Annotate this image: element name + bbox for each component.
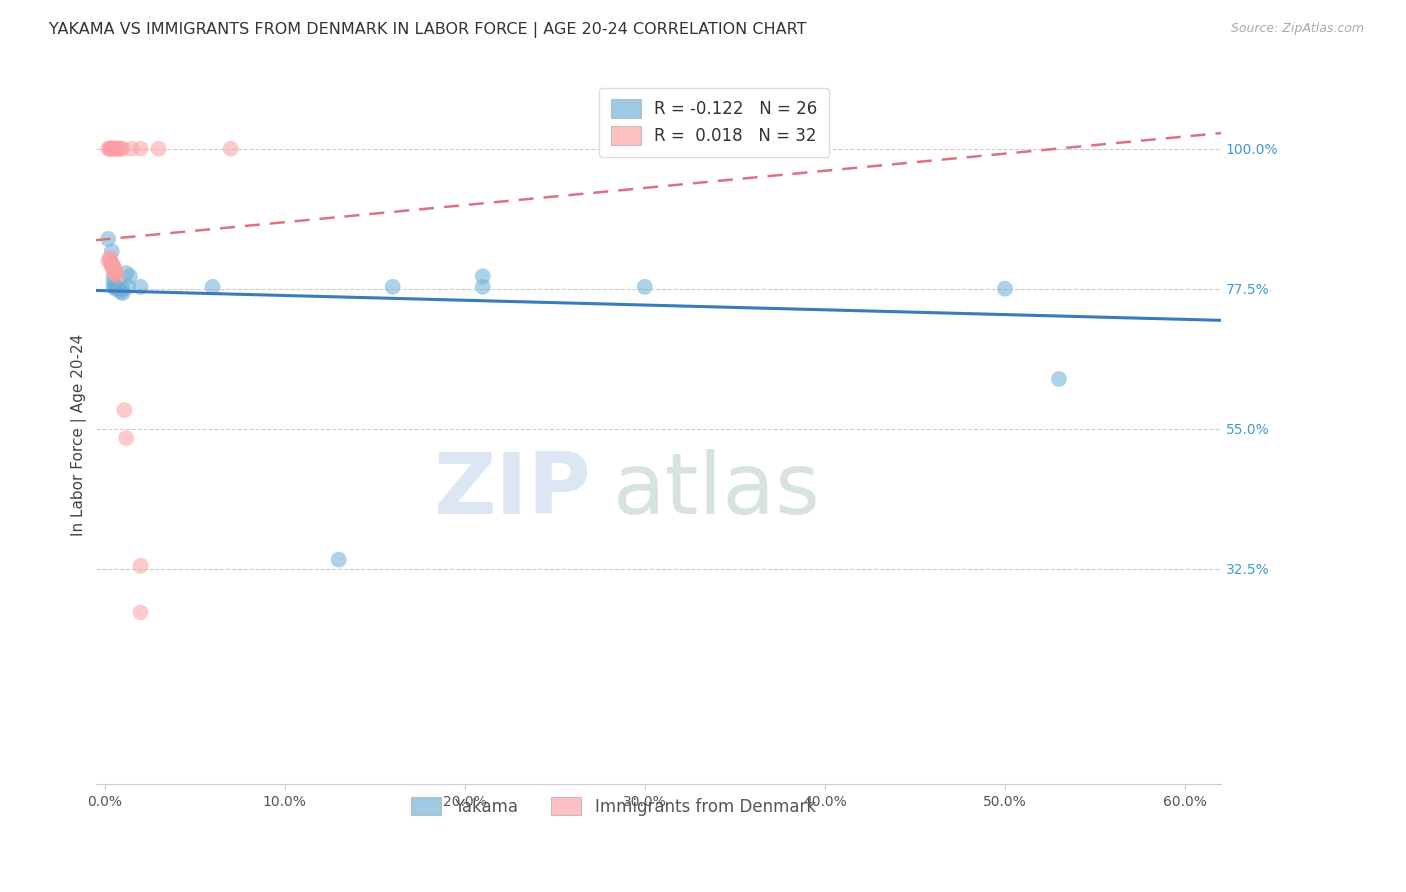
Point <box>1047 372 1070 386</box>
Y-axis label: In Labor Force | Age 20-24: In Labor Force | Age 20-24 <box>72 334 87 536</box>
Point <box>103 261 125 276</box>
Point <box>105 280 128 294</box>
Point <box>98 251 121 265</box>
Point <box>111 282 134 296</box>
Point <box>129 280 152 294</box>
Point <box>105 142 128 156</box>
Point <box>108 142 131 156</box>
Point <box>97 142 120 156</box>
Point <box>103 263 125 277</box>
Point <box>129 606 152 620</box>
Point <box>115 266 138 280</box>
Point <box>103 261 125 276</box>
Point <box>129 142 152 156</box>
Point <box>98 142 121 156</box>
Point <box>101 142 124 156</box>
Point <box>103 260 125 274</box>
Point <box>108 282 131 296</box>
Point <box>471 280 494 294</box>
Point <box>104 266 127 280</box>
Point <box>98 142 121 156</box>
Point <box>112 403 135 417</box>
Point <box>101 257 124 271</box>
Point <box>98 253 121 268</box>
Point <box>110 142 132 156</box>
Point <box>101 257 124 271</box>
Point <box>471 269 494 284</box>
Point <box>101 142 124 156</box>
Point <box>117 280 139 294</box>
Text: YAKAMA VS IMMIGRANTS FROM DENMARK IN LABOR FORCE | AGE 20-24 CORRELATION CHART: YAKAMA VS IMMIGRANTS FROM DENMARK IN LAB… <box>49 22 807 38</box>
Point <box>994 282 1017 296</box>
Point <box>101 260 124 274</box>
Point <box>105 269 128 284</box>
Point <box>201 280 224 294</box>
Point <box>104 282 127 296</box>
Text: ZIP: ZIP <box>433 450 591 533</box>
Point <box>104 142 127 156</box>
Point <box>129 558 152 573</box>
Point <box>381 280 404 294</box>
Text: Source: ZipAtlas.com: Source: ZipAtlas.com <box>1230 22 1364 36</box>
Point <box>115 431 138 445</box>
Point <box>118 269 141 284</box>
Point <box>111 142 134 156</box>
Point <box>103 142 125 156</box>
Point <box>103 276 125 290</box>
Text: atlas: atlas <box>613 450 821 533</box>
Legend: Yakama, Immigrants from Denmark: Yakama, Immigrants from Denmark <box>402 789 824 824</box>
Point <box>110 285 132 299</box>
Point <box>148 142 170 156</box>
Point <box>97 253 120 268</box>
Point <box>104 142 127 156</box>
Point <box>121 142 143 156</box>
Point <box>634 280 657 294</box>
Point <box>103 280 125 294</box>
Point <box>97 232 120 246</box>
Point <box>103 269 125 284</box>
Point <box>101 257 124 271</box>
Point <box>328 552 350 566</box>
Point <box>219 142 242 156</box>
Point <box>111 286 134 301</box>
Point <box>104 263 127 277</box>
Point <box>101 244 124 259</box>
Point <box>104 280 127 294</box>
